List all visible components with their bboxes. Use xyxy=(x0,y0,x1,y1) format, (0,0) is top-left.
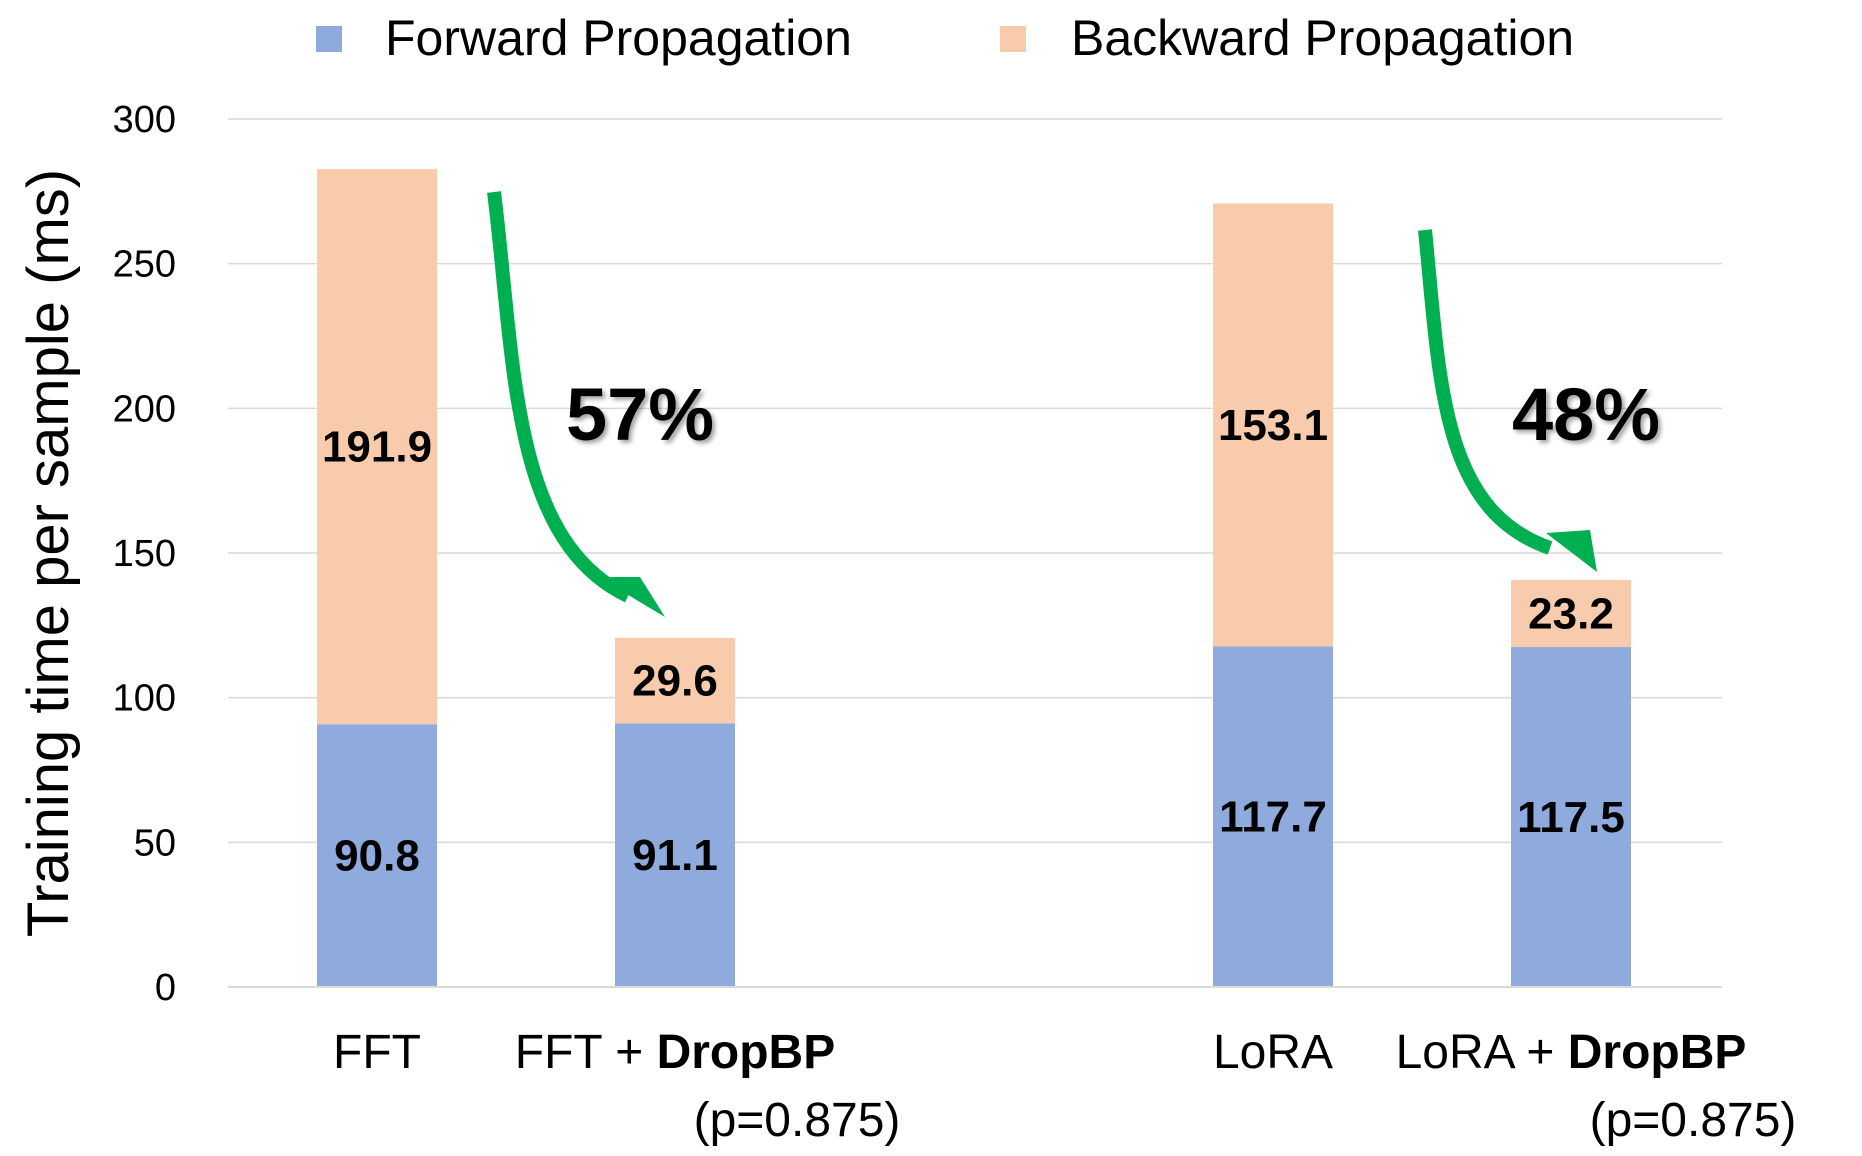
x-category-sub-3: (p=0.875) xyxy=(1590,1094,1797,1147)
data-label-forward-0: 90.8 xyxy=(334,832,420,881)
x-category-label-1: FFT + DropBP xyxy=(515,1026,835,1079)
bar-forward-1 xyxy=(615,723,735,987)
data-label-forward-1: 91.1 xyxy=(632,831,718,880)
reduction-arrowhead-1 xyxy=(1546,530,1597,572)
x-category-main-1: FFT + xyxy=(515,1026,657,1079)
reduction-arrows: 57% 48% xyxy=(487,191,1660,617)
gridlines xyxy=(228,118,1722,988)
x-category-main-3: LoRA + xyxy=(1396,1026,1568,1079)
bar-backward-0 xyxy=(317,169,437,725)
legend: Forward Propagation Backward Propagation xyxy=(316,10,1574,66)
data-label-backward-2: 153.1 xyxy=(1218,401,1328,450)
y-tick-label-250: 250 xyxy=(113,244,176,286)
legend-label-backward: Backward Propagation xyxy=(1071,10,1574,66)
y-tick-label-150: 150 xyxy=(113,533,176,575)
y-tick-label-300: 300 xyxy=(113,99,176,141)
legend-swatch-backward xyxy=(1000,26,1026,52)
x-category-sub-1: (p=0.875) xyxy=(694,1094,901,1147)
y-tick-label-200: 200 xyxy=(113,388,176,430)
legend-label-forward: Forward Propagation xyxy=(385,10,852,66)
reduction-arrow-1 xyxy=(1418,229,1553,555)
axes: 0 50 100 150 200 250 300 Training time per samp… xyxy=(16,99,1796,1147)
y-tick-label-100: 100 xyxy=(113,678,176,720)
bar-forward-2 xyxy=(1213,646,1333,987)
bar-backward-2 xyxy=(1213,203,1333,647)
data-label-backward-0: 191.9 xyxy=(322,423,432,472)
data-label-backward-1: 29.6 xyxy=(632,657,718,706)
bar-backward-3 xyxy=(1511,579,1631,648)
legend-swatch-forward xyxy=(316,26,342,52)
x-category-bold-3: DropBP xyxy=(1568,1026,1747,1079)
x-category-bold-1: DropBP xyxy=(657,1026,836,1079)
bars xyxy=(317,169,1631,987)
reduction-arrowhead-0 xyxy=(598,577,665,617)
data-label-forward-3: 117.5 xyxy=(1517,793,1625,842)
data-label-backward-3: 23.2 xyxy=(1528,589,1614,638)
data-label-forward-2: 117.7 xyxy=(1219,793,1327,842)
x-category-label-3: LoRA + DropBP xyxy=(1396,1026,1747,1079)
x-category-main-2: LoRA xyxy=(1213,1026,1333,1079)
y-tick-label-50: 50 xyxy=(134,822,176,864)
reduction-percent-0: 57% xyxy=(566,373,714,456)
bar-forward-0 xyxy=(317,724,437,987)
y-axis-title: Training time per sample (ms) xyxy=(16,169,81,937)
bar-backward-1 xyxy=(615,637,735,724)
data-labels: 90.8 191.9 91.1 29.6 117.7 153.1 117.5 23.2 xyxy=(322,401,1625,881)
x-category-label-0: FFT xyxy=(333,1026,421,1079)
x-category-label-2: LoRA xyxy=(1213,1026,1333,1079)
x-category-main-0: FFT xyxy=(333,1026,421,1079)
y-tick-label-0: 0 xyxy=(155,967,176,1009)
bar-forward-3 xyxy=(1511,647,1631,987)
reduction-percent-1: 48% xyxy=(1512,373,1660,456)
reduction-arrow-0 xyxy=(487,191,632,603)
